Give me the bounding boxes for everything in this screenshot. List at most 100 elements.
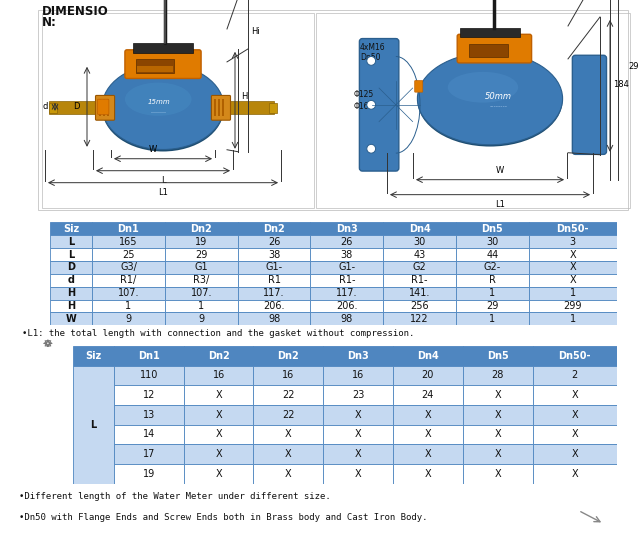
Bar xyxy=(456,274,529,287)
Bar xyxy=(238,222,311,235)
Text: 44: 44 xyxy=(486,250,498,260)
Text: 1: 1 xyxy=(125,301,132,311)
Bar xyxy=(50,287,92,300)
Bar xyxy=(254,365,323,385)
Text: D: D xyxy=(73,102,80,111)
Bar xyxy=(218,100,220,116)
Bar xyxy=(393,346,463,365)
Bar xyxy=(238,312,311,325)
Text: 50mm: 50mm xyxy=(485,92,512,101)
FancyBboxPatch shape xyxy=(573,55,606,155)
Bar xyxy=(532,385,617,405)
Text: Dn3: Dn3 xyxy=(347,351,369,361)
Bar xyxy=(165,300,238,312)
Bar xyxy=(393,444,463,464)
Text: 13: 13 xyxy=(142,410,155,420)
Text: G1: G1 xyxy=(194,262,208,272)
Text: 110: 110 xyxy=(140,370,158,380)
Bar xyxy=(73,346,114,365)
Text: X: X xyxy=(569,250,576,260)
Bar xyxy=(92,248,165,261)
Bar xyxy=(165,287,238,300)
Bar xyxy=(311,248,383,261)
Text: 117.: 117. xyxy=(263,288,285,298)
Bar xyxy=(393,425,463,444)
Bar xyxy=(184,444,254,464)
Ellipse shape xyxy=(417,53,562,145)
Text: R1-: R1- xyxy=(412,275,428,285)
Bar xyxy=(254,385,323,405)
Text: H: H xyxy=(67,288,75,298)
Bar xyxy=(393,405,463,425)
Bar xyxy=(184,346,254,365)
FancyBboxPatch shape xyxy=(457,34,532,63)
Bar xyxy=(92,274,165,287)
Bar xyxy=(50,261,92,274)
Text: 28: 28 xyxy=(491,370,504,380)
Bar xyxy=(165,274,238,287)
Text: Dn5: Dn5 xyxy=(482,224,504,234)
Bar xyxy=(311,300,383,312)
Text: R1-: R1- xyxy=(339,275,355,285)
Text: 107.: 107. xyxy=(190,288,212,298)
Bar xyxy=(49,101,101,115)
Bar xyxy=(529,248,617,261)
Bar xyxy=(165,312,238,325)
Bar xyxy=(463,464,532,484)
Ellipse shape xyxy=(125,83,192,116)
Text: Dn4: Dn4 xyxy=(409,224,431,234)
Text: 107.: 107. xyxy=(118,288,139,298)
Text: X: X xyxy=(424,429,431,439)
Text: 3: 3 xyxy=(570,237,576,247)
Bar xyxy=(50,300,92,312)
Text: Φ165: Φ165 xyxy=(354,102,374,111)
Text: 4xM16: 4xM16 xyxy=(360,43,385,52)
Ellipse shape xyxy=(448,72,518,103)
Text: •Different length of the Water Meter under different size.: •Different length of the Water Meter und… xyxy=(19,492,331,500)
Bar xyxy=(184,385,254,405)
Circle shape xyxy=(367,101,376,109)
Text: X: X xyxy=(355,410,362,420)
Bar xyxy=(50,222,92,235)
Text: X: X xyxy=(215,449,222,459)
Bar xyxy=(114,405,184,425)
Text: X: X xyxy=(571,390,578,400)
Bar xyxy=(254,444,323,464)
Bar xyxy=(532,346,617,365)
Text: d: d xyxy=(68,275,75,285)
Bar xyxy=(238,287,311,300)
FancyBboxPatch shape xyxy=(133,43,194,53)
Text: 17: 17 xyxy=(142,449,155,459)
Bar xyxy=(456,300,529,312)
Bar xyxy=(529,222,617,235)
Bar xyxy=(165,235,238,248)
Text: Dn50-: Dn50- xyxy=(558,351,591,361)
Text: H: H xyxy=(67,301,75,311)
Text: X: X xyxy=(424,410,431,420)
Text: --------: -------- xyxy=(490,104,508,109)
Bar xyxy=(311,287,383,300)
Bar xyxy=(92,235,165,248)
Text: X: X xyxy=(571,449,578,459)
Text: L1: L1 xyxy=(495,200,505,208)
Bar xyxy=(393,464,463,484)
Bar xyxy=(184,405,254,425)
Text: Dn50-: Dn50- xyxy=(557,224,589,234)
Bar xyxy=(270,103,277,112)
Text: 38: 38 xyxy=(268,250,281,260)
Bar xyxy=(114,444,184,464)
Bar xyxy=(383,235,456,248)
Text: 30: 30 xyxy=(486,237,498,247)
Text: Dn50: Dn50 xyxy=(360,53,380,62)
Bar xyxy=(107,100,109,116)
Text: L: L xyxy=(91,420,97,430)
Text: 26: 26 xyxy=(268,237,281,247)
Text: X: X xyxy=(355,469,362,479)
Bar xyxy=(238,300,311,312)
Bar xyxy=(383,222,456,235)
Text: 24: 24 xyxy=(422,390,434,400)
Bar xyxy=(529,261,617,274)
Text: X: X xyxy=(285,429,291,439)
Bar xyxy=(383,274,456,287)
Bar xyxy=(254,464,323,484)
